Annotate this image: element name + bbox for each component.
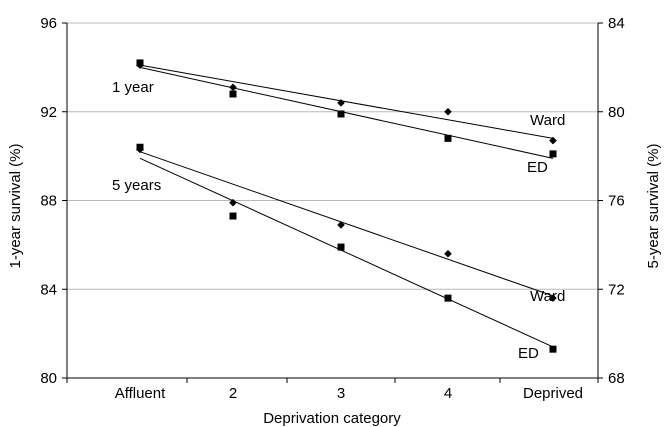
trend-line [139, 157, 554, 348]
y-axis-left-title: 1-year survival (%) [7, 143, 24, 268]
y-tick-label-right: 80 [608, 104, 625, 121]
y-tick-label-left: 96 [40, 15, 57, 32]
labels: 1 year 5 years Ward ED Ward ED Deprivati… [7, 79, 662, 427]
y-tick-label-right: 68 [608, 370, 625, 387]
data-point-square [229, 212, 237, 220]
annotation-ed-5-years: ED [518, 345, 539, 362]
annotation-ward-1-year: Ward [530, 112, 565, 129]
y-tick-label-left: 88 [40, 193, 57, 210]
data-point-square [337, 243, 345, 251]
y-tick-label-left: 92 [40, 104, 57, 121]
y-tick-label-right: 76 [608, 193, 625, 210]
x-tick-label: 2 [229, 385, 237, 402]
data-point-square [549, 150, 557, 158]
data-point-square [337, 110, 345, 118]
trend-lines [139, 64, 554, 348]
trend-line [139, 66, 554, 159]
data-point-diamond [337, 99, 345, 107]
data-point-diamond [229, 83, 237, 92]
data-point-diamond [549, 294, 557, 302]
y-tick-label-right: 84 [608, 15, 625, 32]
data-point-square [444, 294, 452, 302]
gridlines [67, 22, 598, 290]
y-tick-label-right: 72 [608, 281, 625, 298]
data-points [136, 59, 557, 353]
x-tick-label: Affluent [115, 385, 166, 402]
x-axis-title: Deprivation category [263, 410, 401, 427]
data-point-diamond [337, 221, 345, 229]
axes: 80 84 88 92 96 68 72 76 80 84 Affluent 2 3 4 Deprived [40, 15, 624, 402]
data-point-square [549, 345, 557, 353]
x-tick-label: 3 [337, 385, 345, 402]
annotation-ward-5-years: Ward [530, 288, 565, 305]
trend-line [139, 64, 554, 139]
y-tick-label-left: 84 [40, 281, 57, 298]
annotation-1-year: 1 year [112, 79, 154, 96]
x-tick-label: Deprived [523, 385, 583, 402]
trend-line [139, 151, 554, 297]
annotation-ed-1-year: ED [527, 159, 548, 176]
y-axis-right-title: 5-year survival (%) [645, 143, 662, 268]
data-point-square [444, 134, 452, 142]
data-point-square [136, 143, 144, 151]
x-tick-label: 4 [444, 385, 452, 402]
annotation-5-years: 5 years [112, 177, 161, 194]
data-point-square [229, 90, 237, 98]
data-point-diamond [444, 107, 452, 116]
y-tick-label-left: 80 [40, 370, 57, 387]
data-point-diamond [444, 249, 452, 258]
data-point-diamond [549, 136, 557, 145]
data-point-diamond [229, 198, 237, 207]
data-point-square [136, 59, 144, 67]
